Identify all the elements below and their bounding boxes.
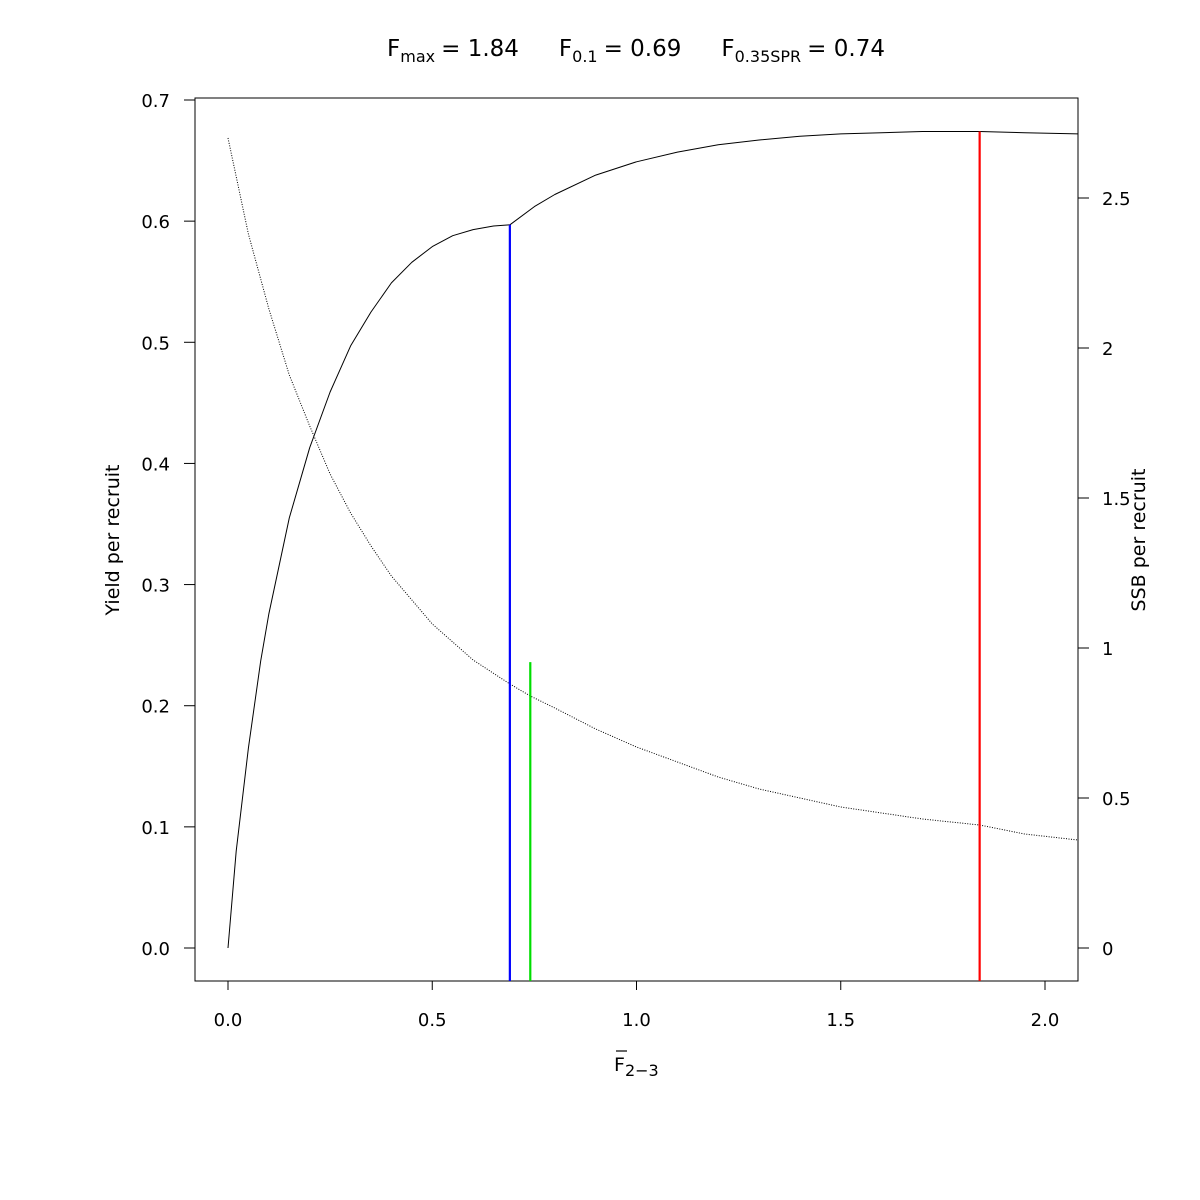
y-right-tick-label-4: 2 xyxy=(1102,339,1113,360)
ssb-per-recruit-line xyxy=(227,137,1078,841)
y-right-tick-label-5: 2.5 xyxy=(1102,189,1131,210)
x-tick-label-3: 1.5 xyxy=(826,1010,855,1031)
x-axis-title-base: F xyxy=(614,1054,625,1076)
title-fspr-base: F xyxy=(721,36,734,62)
plot-frame xyxy=(194,97,1079,982)
title-fmax-base: F xyxy=(387,36,400,62)
y-left-tick-label-0: 0.0 xyxy=(141,939,170,960)
y-right-tick-label-0: 0 xyxy=(1102,939,1113,960)
y-right-tick-label-2: 1 xyxy=(1102,639,1113,660)
x-axis: 0.0 0.5 1.0 1.5 2.0 xyxy=(214,981,1060,1031)
x-axis-title-sub: 2−3 xyxy=(625,1061,659,1080)
x-tick-label-0: 0.0 xyxy=(214,1010,243,1031)
y-right-tick-label-3: 1.5 xyxy=(1102,489,1131,510)
y-left-tick-label-3: 0.3 xyxy=(141,576,170,597)
reference-lines xyxy=(508,131,981,981)
y-right-tick-label-1: 0.5 xyxy=(1102,789,1131,810)
y-axis-right: 0 0.5 1 1.5 2 2.5 xyxy=(1078,189,1131,960)
yield-per-recruit-line xyxy=(227,131,1078,949)
title-fmax-sub: max xyxy=(400,47,435,66)
y-axis-left: 0.0 0.1 0.2 0.3 0.4 0.5 0.6 0.7 xyxy=(141,91,195,960)
y-axis-left-title: Yield per recruit xyxy=(102,465,124,617)
title-f01-sub: 0.1 xyxy=(572,47,597,66)
svg-text:F2−3: F2−3 xyxy=(614,1054,659,1080)
y-left-tick-label-7: 0.7 xyxy=(141,91,170,112)
chart-title: Fmax = 1.84 F0.1 = 0.69 F0.35SPR = 0.74 xyxy=(387,36,885,66)
y-left-tick-label-1: 0.1 xyxy=(141,818,170,839)
y-left-tick-label-6: 0.6 xyxy=(141,212,170,233)
x-tick-label-2: 1.0 xyxy=(622,1010,651,1031)
x-tick-label-4: 2.0 xyxy=(1031,1010,1060,1031)
y-axis-right-title: SSB per recruit xyxy=(1128,469,1150,612)
series-layer xyxy=(227,131,1078,949)
x-axis-title: F2−3 xyxy=(614,1050,659,1080)
y-left-tick-label-5: 0.5 xyxy=(141,333,170,354)
title-fspr-value: = 0.74 xyxy=(807,36,885,62)
x-tick-label-1: 0.5 xyxy=(418,1010,447,1031)
y-left-tick-label-4: 0.4 xyxy=(141,454,170,475)
title-fmax-value: = 1.84 xyxy=(441,36,519,62)
title-f01-value: = 0.69 xyxy=(604,36,682,62)
title-fspr-sub: 0.35SPR xyxy=(735,47,802,66)
y-left-tick-label-2: 0.2 xyxy=(141,697,170,718)
title-f01-base: F xyxy=(559,36,572,62)
